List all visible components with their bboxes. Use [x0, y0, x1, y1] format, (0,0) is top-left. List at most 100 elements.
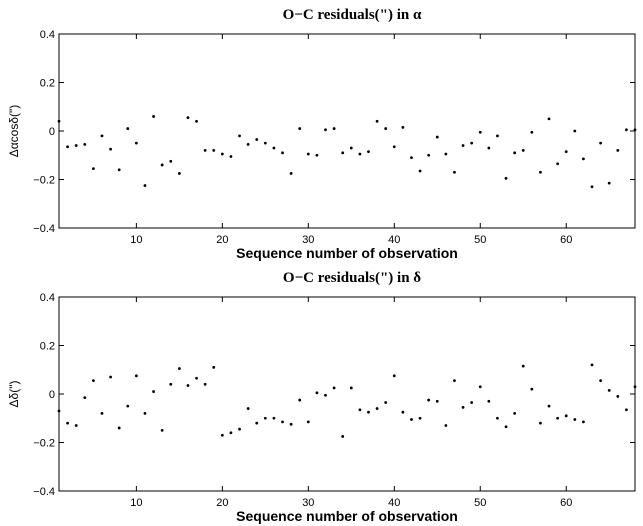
panel-1-data-point	[625, 128, 628, 132]
panel-1-data-point	[238, 134, 241, 138]
panel-1-data-point	[272, 146, 276, 150]
panel-2-data-point	[513, 412, 517, 415]
panel-2-data-point	[375, 407, 379, 410]
panel-1-data-point	[117, 168, 121, 172]
panel-1-data-point	[220, 152, 224, 156]
panel-2-data-point	[57, 409, 61, 413]
panel-1-data-point	[341, 151, 345, 155]
panel-1-xtick-label: 50	[474, 234, 486, 246]
panel-2-data-point	[418, 416, 422, 420]
panel-1-data-point	[332, 127, 336, 130]
panel-1-data-point	[573, 129, 577, 133]
panel-2-data-point	[229, 431, 233, 435]
panel-2-data-point	[530, 387, 534, 391]
panel-1-data-point	[599, 141, 603, 145]
panel-1-data-point	[315, 153, 319, 157]
panel-2-ytick-label: 0.4	[40, 292, 55, 304]
panel-2-data-point	[177, 367, 181, 370]
panel-2-data-point	[238, 427, 241, 431]
panel-1-data-point	[298, 127, 302, 130]
panel-1-data-point	[109, 147, 112, 151]
panel-1-data-point	[539, 170, 542, 174]
panel-2-data-point	[324, 393, 327, 397]
panel-2-data-point	[470, 401, 474, 404]
panel-1-data-point	[470, 141, 474, 145]
panel-2-data-point	[539, 421, 542, 425]
panel-2-data-point	[625, 408, 628, 412]
panel-2-data-point	[281, 420, 284, 424]
panel-2-ylabel: Δδ(")	[7, 381, 21, 408]
panel-2-data-point	[152, 390, 155, 393]
panel-2-ytick-label: −0.4	[33, 486, 55, 498]
panel-1-data-point	[513, 151, 517, 155]
panel-1-ylabel: Δαcosδ(")	[7, 105, 21, 158]
panel-2-data-point	[616, 395, 620, 398]
panel-2-ytick-label: 0	[49, 389, 55, 401]
panel-1-data-point	[255, 138, 259, 141]
panel-2-data-point	[582, 420, 585, 424]
panel-1-data-point	[496, 134, 499, 138]
panel-2-data-point	[263, 416, 267, 420]
panel-1-data-point	[633, 128, 637, 132]
panel-1-data-point	[152, 115, 155, 118]
panel-2-data-point	[186, 384, 190, 387]
panel-2-data-point	[461, 405, 465, 409]
panel-1-data-point	[384, 127, 388, 130]
panel-2-xtick-label: 50	[474, 497, 486, 509]
panel-2-data-point	[547, 404, 551, 408]
panel-1-data-point	[410, 156, 413, 160]
panel-2-ytick-label: −0.2	[33, 438, 55, 450]
panel-2-xtick-label: 60	[560, 497, 572, 509]
panel-2-data-point	[332, 386, 336, 390]
panel-1-data-point	[556, 162, 560, 166]
panel-2-data-point	[220, 433, 224, 437]
panel-2-data-point	[453, 379, 456, 383]
panel-1-data-point	[324, 128, 327, 132]
panel-1-data-point	[367, 150, 370, 154]
panel-2-data-point	[160, 428, 164, 432]
panel-1-data-point	[83, 142, 87, 146]
panel-2-data-point	[358, 408, 362, 412]
panel-1-data-point	[444, 152, 448, 156]
panel-2-group: O−C residuals(") in δ 10 20 30 40 50 60 −0.4 −0.…	[7, 270, 637, 524]
panel-2-data-point	[478, 385, 482, 389]
panel-2-data-point	[349, 386, 353, 390]
panel-2-data-point	[427, 398, 431, 402]
panel-1-data-point	[289, 172, 293, 175]
panel-2-xtick-label: 10	[130, 497, 142, 509]
panel-2-ytick-label: 0.2	[40, 341, 55, 353]
panel-1-title: O−C residuals(") in α	[283, 7, 422, 23]
panel-1-data-point	[418, 169, 422, 173]
panel-2-data-point	[143, 412, 147, 415]
panel-1-data-point	[74, 144, 78, 147]
panel-2-data-point	[83, 396, 87, 400]
panel-1-data-point	[401, 125, 405, 129]
panel-1-data-point	[143, 184, 147, 187]
panel-1-data-point	[521, 149, 525, 152]
panel-1-data-point	[375, 119, 379, 123]
panel-2-data-point	[504, 425, 508, 429]
panel-1-axes-frame	[58, 33, 636, 229]
panel-2-data-point	[599, 379, 603, 383]
panel-1-data-point	[453, 170, 456, 174]
panel-2-data-point	[117, 426, 121, 430]
panel-1-data-point	[212, 149, 216, 152]
panel-1-data-point	[177, 172, 181, 175]
panel-1-data-point	[246, 142, 250, 146]
panel-1-data-point	[91, 167, 95, 170]
panel-1-group: O−C residuals(") in α 10 20 30 40 50 60 −0.4 −0.…	[7, 7, 637, 261]
panel-1-xtick-label: 30	[302, 234, 314, 246]
panel-2-data-point	[306, 420, 310, 424]
panel-2-data-point	[66, 421, 69, 425]
panel-2-title: O−C residuals(") in δ	[283, 270, 421, 286]
panel-1-xtick-label: 20	[216, 234, 228, 246]
panel-1-data-point	[461, 144, 465, 147]
panel-1-ytick-label: 0.2	[40, 78, 55, 90]
panel-2-data-point	[100, 412, 104, 415]
panel-1-data-point	[547, 117, 551, 121]
panel-2-data-point	[203, 382, 207, 386]
panel-1-ytick-label: 0.4	[40, 29, 55, 41]
panel-1-data-point	[427, 153, 431, 157]
panel-1-data-point	[435, 135, 439, 139]
